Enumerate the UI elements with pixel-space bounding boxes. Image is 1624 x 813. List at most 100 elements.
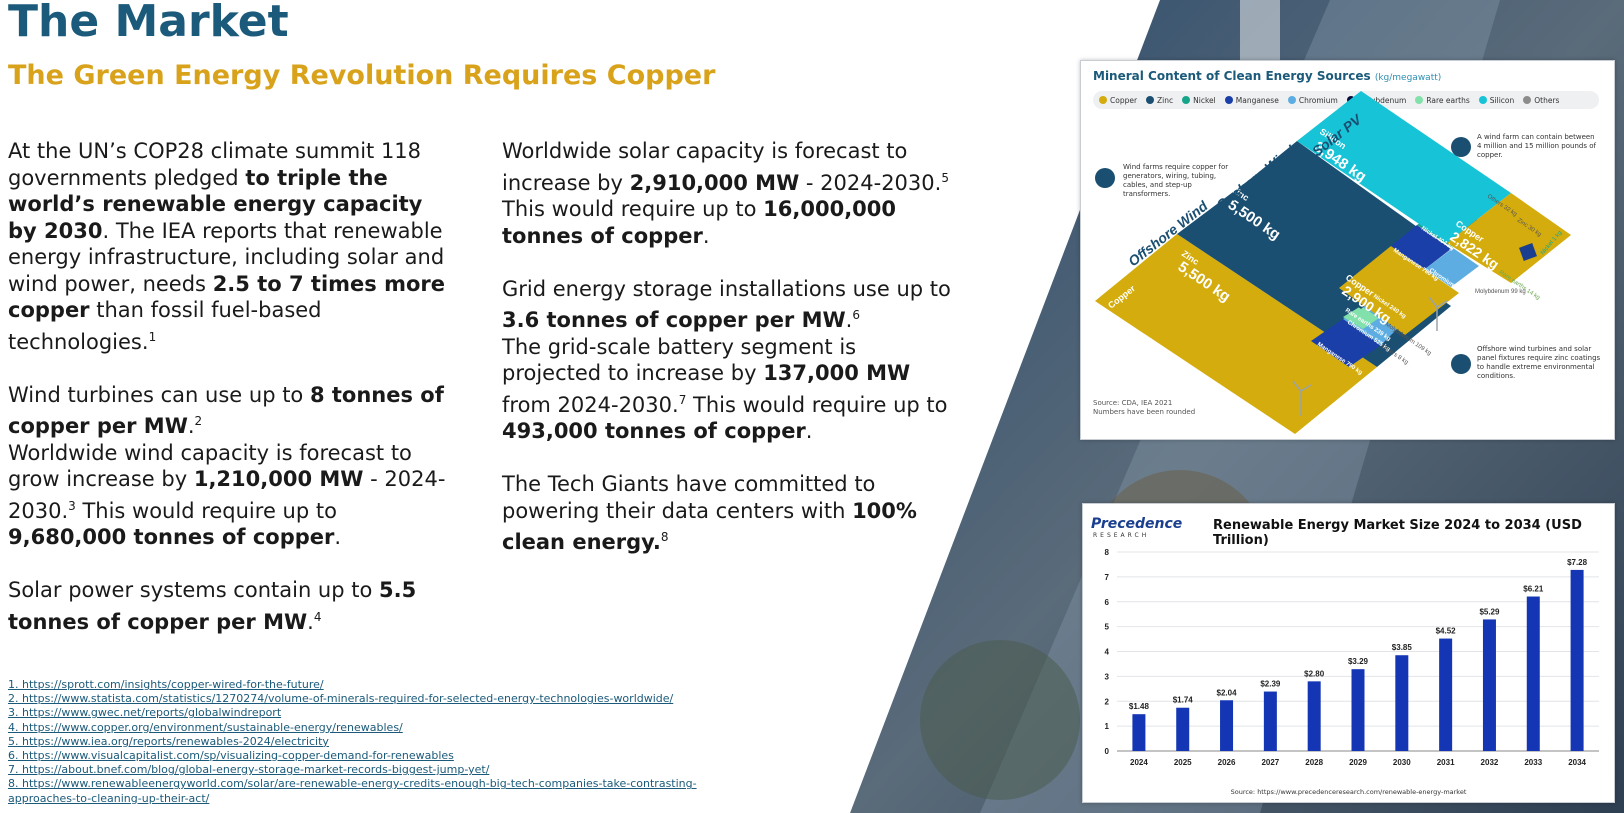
bar xyxy=(1439,638,1453,751)
onshore-manganese-block xyxy=(1391,225,1451,269)
reference-link[interactable]: 4. https://www.copper.org/environment/su… xyxy=(8,720,403,734)
x-tick-label: 2025 xyxy=(1174,758,1192,767)
market-bar-chart: 0 1 2 3 4 5 6 7 8 $1.48 2024 $1.74 2025 $2.04 2026 $2.3… xyxy=(1105,548,1599,767)
farm-note: A wind farm can contain between 4 millio… xyxy=(1477,133,1596,159)
wind-note-icon xyxy=(1095,168,1115,188)
legend-swatch xyxy=(1415,96,1424,104)
x-tick-label: 2031 xyxy=(1437,758,1455,767)
bar-value-label: $3.29 xyxy=(1348,657,1369,666)
offshore-rare-earth-block xyxy=(1343,306,1379,329)
reference-link[interactable]: 8. https://www.renewableenergyworld.com/… xyxy=(8,777,697,791)
bar-value-label: $1.74 xyxy=(1173,696,1194,705)
legend-swatch xyxy=(1146,96,1155,104)
x-tick-label: 2028 xyxy=(1305,758,1323,767)
reference-link[interactable]: 6. https://www.visualcapitalist.com/sp/v… xyxy=(8,749,454,763)
precedence-logo: Precedence xyxy=(1091,516,1183,532)
legend-label: Copper xyxy=(1110,95,1138,105)
bar xyxy=(1482,619,1496,751)
paragraph-tech-giants: The Tech Giants have committed to poweri… xyxy=(502,472,917,554)
reference-link[interactable]: 5. https://www.iea.org/reports/renewable… xyxy=(8,734,329,748)
market-size-card: Precedence RESEARCH Renewable Energy Mar… xyxy=(1082,503,1615,803)
mineral-chart-title: Mineral Content of Clean Energy Sources … xyxy=(1093,69,1442,83)
legend-swatch xyxy=(1523,96,1532,104)
paragraph-solar: Solar power systems contain up to 5.5 to… xyxy=(8,578,417,634)
turbine-icon xyxy=(1292,296,1448,416)
text-column-left: At the UN’s COP28 climate summit 118 gov… xyxy=(8,138,448,662)
x-tick-label: 2027 xyxy=(1261,758,1279,767)
y-tick-label: 0 xyxy=(1105,747,1110,756)
bar xyxy=(1526,596,1540,751)
page-title: The Market xyxy=(8,0,289,47)
bar xyxy=(1132,714,1146,751)
x-tick-label: 2029 xyxy=(1349,758,1367,767)
legend-swatch xyxy=(1287,96,1296,104)
bar xyxy=(1570,569,1584,751)
legend-item: Chromium xyxy=(1287,95,1338,105)
x-tick-label: 2026 xyxy=(1218,758,1236,767)
market-chart-title: Renewable Energy Market Size 2024 to 203… xyxy=(1213,518,1582,548)
farm-note-icon xyxy=(1451,137,1471,157)
offshore-manganese-block xyxy=(1311,319,1381,367)
paragraph-wind: Wind turbines can use up to 8 tonnes of … xyxy=(8,382,446,550)
mineral-legend: Copper Zinc Nickel Manganese Chromium Molybde… xyxy=(1093,91,1599,109)
onshore-molybdenum-label: Molybdenum 99 kg xyxy=(1475,289,1526,295)
paragraph-cop28: At the UN’s COP28 climate summit 118 gov… xyxy=(8,139,445,354)
x-tick-label: 2034 xyxy=(1568,758,1586,767)
bar xyxy=(1395,655,1409,751)
legend-item: Others xyxy=(1523,96,1559,105)
legend-swatch xyxy=(1099,96,1107,104)
reference-link[interactable]: approaches-to-cleaning-up-their-act/ xyxy=(8,791,210,805)
legend-swatch xyxy=(1478,96,1487,104)
bar xyxy=(1176,707,1190,751)
y-tick-label: 3 xyxy=(1105,672,1110,681)
legend-swatch xyxy=(1224,96,1233,104)
onshore-chromium-block xyxy=(1425,248,1479,287)
y-tick-label: 7 xyxy=(1105,573,1110,582)
y-tick-label: 2 xyxy=(1105,697,1110,706)
legend-label: Molybdenum xyxy=(1357,95,1407,105)
legend-label: Manganese xyxy=(1235,95,1279,105)
onshore-copper-block xyxy=(1339,246,1459,335)
page-subtitle: The Green Energy Revolution Requires Cop… xyxy=(8,60,716,91)
y-tick-label: 8 xyxy=(1105,548,1110,557)
legend-label: Silicon xyxy=(1489,95,1515,105)
solar-panel-icon xyxy=(1519,243,1537,261)
reference-link[interactable]: 1. https://sprott.com/insights/copper-wi… xyxy=(8,678,324,691)
bar-value-label: $1.48 xyxy=(1129,702,1150,711)
bar-value-label: $3.85 xyxy=(1392,643,1413,652)
solar-copper-block xyxy=(1447,193,1571,283)
legend-item: Manganese xyxy=(1224,95,1279,105)
offshore-note: Offshore wind turbines and solar panel f… xyxy=(1477,345,1601,380)
bar-value-label: $2.39 xyxy=(1260,680,1281,689)
legend-item: Zinc xyxy=(1146,96,1173,105)
x-tick-label: 2030 xyxy=(1393,758,1411,767)
x-tick-label: 2033 xyxy=(1524,758,1542,767)
market-chart-source: Source: https://www.precedenceresearch.c… xyxy=(1230,788,1467,796)
precedence-logo-sub: RESEARCH xyxy=(1093,532,1150,539)
legend-label: Zinc xyxy=(1157,95,1174,105)
bar-value-label: $7.28 xyxy=(1567,558,1588,567)
bar-value-label: $2.80 xyxy=(1304,669,1325,678)
reference-link[interactable]: 3. https://www.gwec.net/reports/globalwi… xyxy=(8,706,282,720)
reference-link[interactable]: 7. https://about.bnef.com/blog/global-en… xyxy=(8,763,490,777)
paragraph-grid-storage: Grid energy storage installations use up… xyxy=(502,276,951,444)
text-column-right: Worldwide solar capacity is forecast to … xyxy=(502,138,954,582)
y-tick-label: 5 xyxy=(1105,623,1110,632)
solar-silicon-block xyxy=(1297,91,1511,243)
mineral-source: Source: CDA, IEA 2021 Numbers have been r… xyxy=(1093,399,1196,416)
bar-value-label: $6.21 xyxy=(1523,585,1544,594)
legend-item: Rare earths xyxy=(1415,96,1470,105)
bar-value-label: $5.29 xyxy=(1479,607,1500,616)
bar-value-label: $2.04 xyxy=(1217,688,1238,697)
wind-note: Wind farms require copper for generators… xyxy=(1123,163,1229,198)
legend-label: Nickel xyxy=(1193,95,1216,105)
legend-item: Nickel xyxy=(1182,96,1216,105)
legend-label: Chromium xyxy=(1298,95,1338,105)
reference-link[interactable]: 2. https://www.statista.com/statistics/1… xyxy=(8,692,674,706)
x-tick-label: 2032 xyxy=(1481,758,1499,767)
bar xyxy=(1307,681,1321,751)
legend-swatch xyxy=(1182,96,1191,104)
mineral-infographic: Copper 8,000 kg Zinc 5,500 kg Zinc 5,500… xyxy=(1095,91,1571,434)
offshore-copper-block xyxy=(1095,234,1377,434)
paragraph-solar-capacity: Worldwide solar capacity is forecast to … xyxy=(502,139,949,248)
